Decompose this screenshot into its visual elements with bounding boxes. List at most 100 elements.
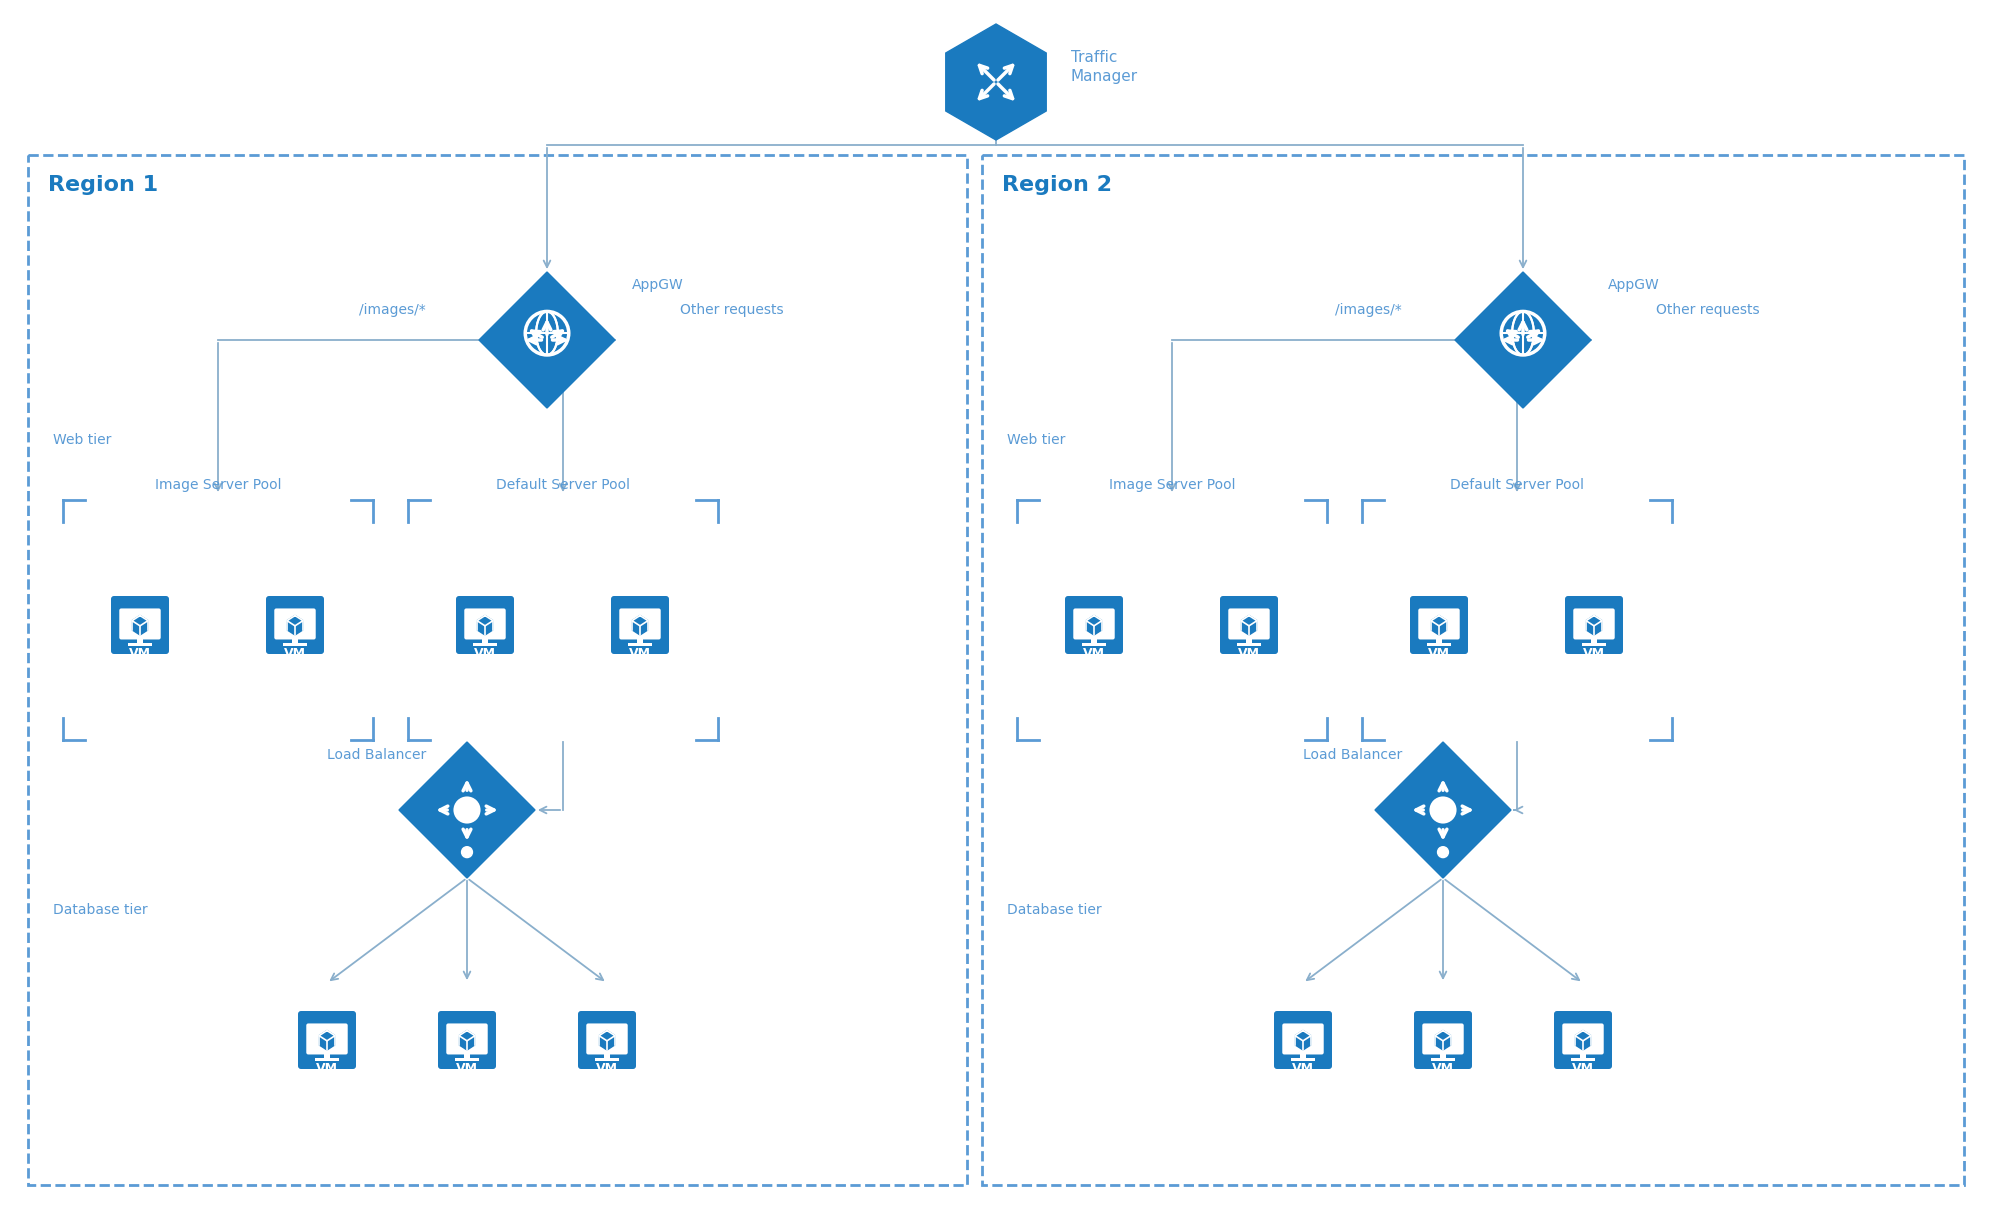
Polygon shape: [1295, 1031, 1311, 1041]
FancyBboxPatch shape: [1565, 596, 1622, 654]
Bar: [28, 155, 967, 1185]
Text: AppGW: AppGW: [632, 278, 684, 292]
FancyBboxPatch shape: [586, 1024, 628, 1054]
Text: VM: VM: [130, 647, 151, 660]
Text: Image Server Pool: Image Server Pool: [155, 478, 281, 492]
FancyBboxPatch shape: [112, 596, 169, 654]
Text: Other requests: Other requests: [1656, 303, 1760, 317]
Bar: [283, 642, 307, 646]
Bar: [291, 637, 299, 642]
Polygon shape: [632, 621, 640, 635]
Polygon shape: [484, 621, 492, 635]
Text: VM: VM: [1291, 1062, 1313, 1075]
FancyBboxPatch shape: [1064, 596, 1122, 654]
Bar: [1582, 642, 1606, 646]
Polygon shape: [140, 621, 147, 635]
FancyBboxPatch shape: [1423, 1024, 1463, 1054]
FancyBboxPatch shape: [120, 608, 161, 640]
Text: Default Server Pool: Default Server Pool: [1451, 478, 1584, 492]
Bar: [454, 1058, 478, 1060]
Bar: [138, 637, 143, 642]
Polygon shape: [1094, 621, 1102, 635]
Text: VM: VM: [317, 1062, 339, 1075]
Bar: [1439, 1053, 1447, 1058]
FancyBboxPatch shape: [1281, 1024, 1323, 1054]
Text: VM: VM: [283, 647, 307, 660]
Polygon shape: [132, 621, 140, 635]
Bar: [1246, 637, 1252, 642]
Bar: [1291, 1058, 1315, 1060]
Bar: [638, 637, 644, 642]
Polygon shape: [1431, 615, 1447, 626]
Bar: [983, 155, 1963, 1185]
Bar: [1090, 637, 1096, 642]
Text: VM: VM: [1433, 1062, 1455, 1075]
Polygon shape: [327, 1036, 335, 1051]
Polygon shape: [1435, 1036, 1443, 1051]
Text: VM: VM: [1238, 647, 1260, 660]
Polygon shape: [1594, 621, 1602, 635]
Bar: [596, 1058, 618, 1060]
FancyBboxPatch shape: [1555, 1011, 1612, 1069]
FancyBboxPatch shape: [1419, 608, 1459, 640]
FancyBboxPatch shape: [265, 596, 325, 654]
Bar: [1435, 637, 1443, 642]
Polygon shape: [608, 1036, 616, 1051]
Polygon shape: [287, 615, 303, 626]
Polygon shape: [1586, 621, 1594, 635]
Text: Database tier: Database tier: [1006, 903, 1102, 917]
Circle shape: [452, 795, 482, 826]
Text: VM: VM: [630, 647, 652, 660]
FancyBboxPatch shape: [275, 608, 315, 640]
Polygon shape: [476, 615, 492, 626]
Text: Traffic
Manager: Traffic Manager: [1070, 50, 1138, 84]
Bar: [1238, 642, 1262, 646]
Polygon shape: [132, 615, 147, 626]
FancyBboxPatch shape: [456, 596, 514, 654]
Text: VM: VM: [1082, 647, 1104, 660]
Bar: [315, 1058, 339, 1060]
Polygon shape: [1455, 272, 1590, 408]
Polygon shape: [640, 621, 648, 635]
FancyBboxPatch shape: [620, 608, 662, 640]
Text: Web tier: Web tier: [1006, 433, 1066, 446]
Text: /images/*: /images/*: [1335, 303, 1401, 317]
Bar: [1590, 637, 1596, 642]
Polygon shape: [295, 621, 303, 635]
Text: Database tier: Database tier: [54, 903, 147, 917]
Bar: [464, 1053, 470, 1058]
Polygon shape: [600, 1031, 616, 1041]
Polygon shape: [1303, 1036, 1311, 1051]
Polygon shape: [319, 1031, 335, 1041]
Polygon shape: [1086, 621, 1094, 635]
Polygon shape: [458, 1036, 466, 1051]
Polygon shape: [478, 272, 616, 408]
Polygon shape: [1586, 615, 1602, 626]
Bar: [1082, 642, 1106, 646]
FancyBboxPatch shape: [1563, 1024, 1604, 1054]
Text: VM: VM: [1572, 1062, 1594, 1075]
Circle shape: [1429, 795, 1459, 826]
FancyBboxPatch shape: [1409, 596, 1469, 654]
Polygon shape: [287, 621, 295, 635]
Text: Load Balancer: Load Balancer: [327, 748, 427, 762]
Text: Other requests: Other requests: [680, 303, 783, 317]
Text: VM: VM: [456, 1062, 478, 1075]
Text: Load Balancer: Load Balancer: [1303, 748, 1403, 762]
Bar: [472, 642, 496, 646]
Polygon shape: [476, 621, 484, 635]
FancyBboxPatch shape: [578, 1011, 636, 1069]
Bar: [628, 642, 652, 646]
Bar: [482, 637, 488, 642]
Bar: [1570, 1058, 1594, 1060]
FancyBboxPatch shape: [438, 1011, 496, 1069]
Circle shape: [1437, 846, 1449, 857]
Polygon shape: [632, 615, 648, 626]
FancyBboxPatch shape: [1074, 608, 1114, 640]
Polygon shape: [1435, 1031, 1451, 1041]
Bar: [325, 1053, 331, 1058]
FancyBboxPatch shape: [1228, 608, 1270, 640]
Polygon shape: [1574, 1036, 1582, 1051]
Polygon shape: [1574, 1031, 1590, 1041]
Polygon shape: [1439, 621, 1447, 635]
